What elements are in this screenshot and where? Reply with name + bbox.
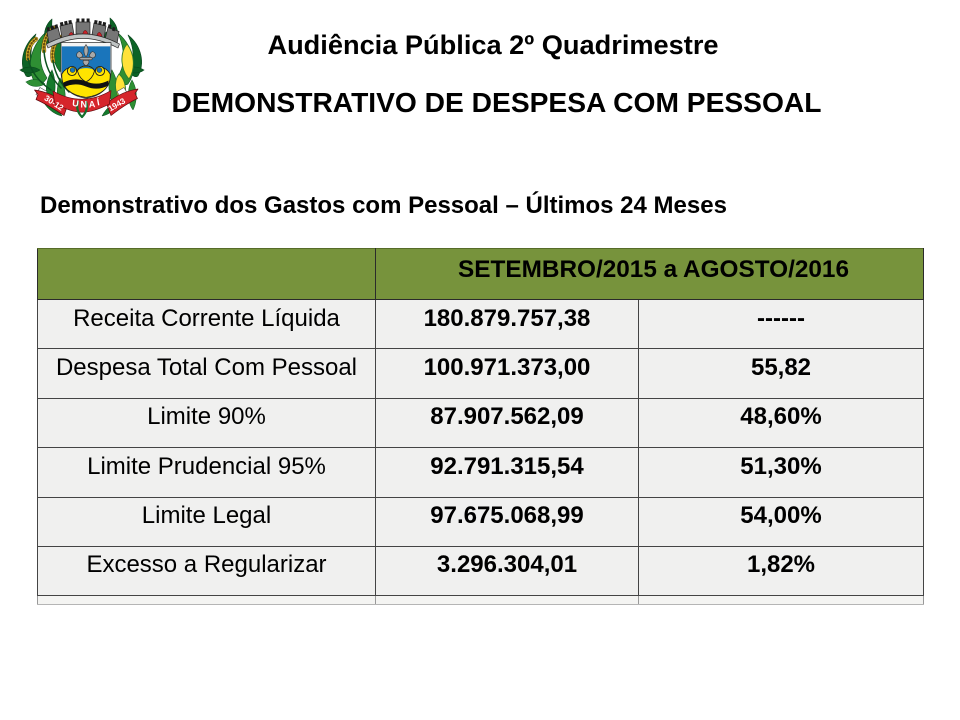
svg-text:Í: Í — [96, 97, 101, 107]
svg-text:N: N — [81, 100, 88, 110]
svg-text:U: U — [72, 98, 80, 109]
svg-text:A: A — [88, 99, 96, 109]
